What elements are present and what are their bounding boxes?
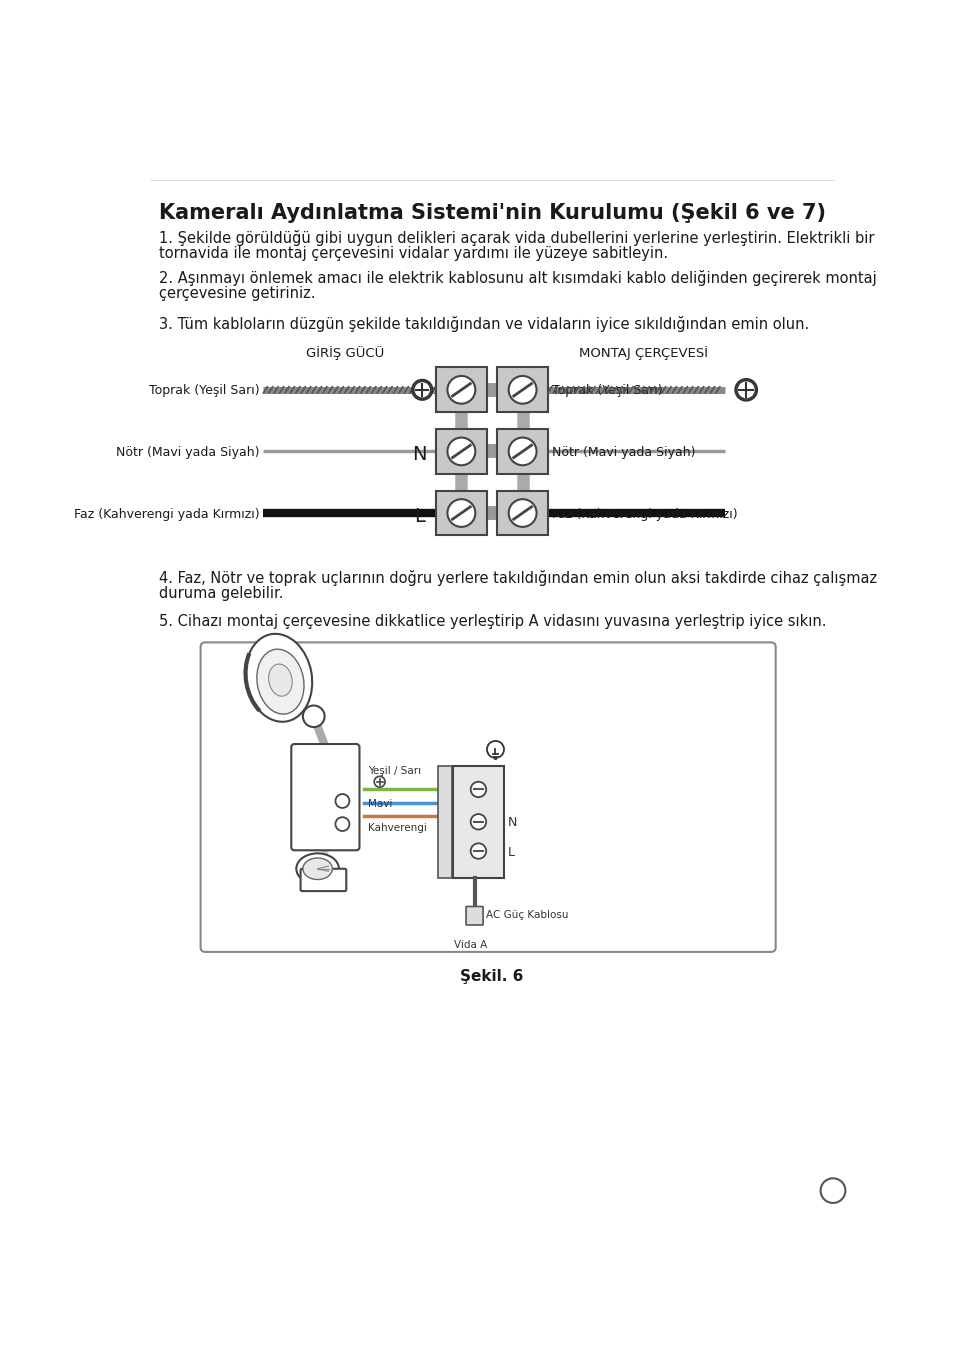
Ellipse shape bbox=[269, 665, 292, 696]
Text: GİRİŞ GÜCÜ: GİRİŞ GÜCÜ bbox=[305, 346, 384, 360]
Text: N: N bbox=[508, 816, 516, 829]
Circle shape bbox=[509, 498, 537, 527]
Ellipse shape bbox=[297, 854, 339, 884]
FancyBboxPatch shape bbox=[497, 490, 548, 535]
Text: Toprak (Yeşil Sarı): Toprak (Yeşil Sarı) bbox=[552, 384, 662, 398]
Circle shape bbox=[487, 741, 504, 757]
Text: Yeşil / Sarı: Yeşil / Sarı bbox=[368, 767, 421, 776]
FancyBboxPatch shape bbox=[466, 907, 483, 925]
Text: Nötr (Mavi yada Siyah): Nötr (Mavi yada Siyah) bbox=[116, 445, 259, 459]
FancyBboxPatch shape bbox=[436, 368, 487, 413]
Ellipse shape bbox=[303, 858, 332, 880]
Circle shape bbox=[447, 376, 475, 403]
FancyBboxPatch shape bbox=[497, 368, 548, 413]
Text: L: L bbox=[508, 846, 515, 858]
FancyBboxPatch shape bbox=[436, 490, 487, 535]
Ellipse shape bbox=[246, 633, 312, 722]
Ellipse shape bbox=[257, 650, 304, 714]
Text: MONTAJ ÇERÇEVESİ: MONTAJ ÇERÇEVESİ bbox=[579, 346, 708, 360]
Text: Şekil. 6: Şekil. 6 bbox=[460, 968, 524, 983]
Circle shape bbox=[509, 437, 537, 466]
FancyBboxPatch shape bbox=[291, 744, 359, 850]
FancyBboxPatch shape bbox=[438, 767, 452, 878]
Text: AC Güç Kablosu: AC Güç Kablosu bbox=[486, 910, 568, 921]
Text: çerçevesine getiriniz.: çerçevesine getiriniz. bbox=[158, 286, 315, 301]
Text: Faz (Kahverengi yada Kırmızı): Faz (Kahverengi yada Kırmızı) bbox=[552, 508, 737, 520]
FancyBboxPatch shape bbox=[300, 869, 347, 891]
Text: tornavida ile montaj çerçevesini vidalar yardımı ile yüzeye sabitleyin.: tornavida ile montaj çerçevesini vidalar… bbox=[158, 245, 668, 262]
FancyBboxPatch shape bbox=[201, 643, 776, 952]
Text: 4. Faz, Nötr ve toprak uçlarının doğru yerlere takıldığından emin olun aksi takd: 4. Faz, Nötr ve toprak uçlarının doğru y… bbox=[158, 571, 876, 586]
Circle shape bbox=[470, 843, 486, 859]
Text: Toprak (Yeşil Sarı): Toprak (Yeşil Sarı) bbox=[149, 384, 259, 398]
Circle shape bbox=[470, 814, 486, 829]
Text: O: O bbox=[339, 797, 347, 808]
Circle shape bbox=[447, 437, 475, 466]
Text: Nötr (Mavi yada Siyah): Nötr (Mavi yada Siyah) bbox=[552, 445, 695, 459]
Text: 3. Tüm kabloların düzgün şekilde takıldığından ve vidaların iyice sıkıldığından : 3. Tüm kabloların düzgün şekilde takıldı… bbox=[158, 316, 809, 332]
Circle shape bbox=[735, 379, 757, 400]
Circle shape bbox=[303, 706, 324, 727]
Circle shape bbox=[335, 794, 349, 808]
Circle shape bbox=[821, 1178, 846, 1203]
FancyBboxPatch shape bbox=[453, 767, 504, 878]
FancyBboxPatch shape bbox=[497, 429, 548, 474]
Circle shape bbox=[470, 782, 486, 797]
Circle shape bbox=[412, 380, 432, 400]
Text: 5. Cihazı montaj çerçevesine dikkatlice yerleştirip A vidasını yuvasına yerleştr: 5. Cihazı montaj çerçevesine dikkatlice … bbox=[158, 614, 827, 629]
Text: duruma gelebilir.: duruma gelebilir. bbox=[158, 586, 283, 601]
Text: 2. Aşınmayı önlemek amacı ile elektrik kablosunu alt kısımdaki kablo deliğinden : 2. Aşınmayı önlemek amacı ile elektrik k… bbox=[158, 270, 876, 286]
Circle shape bbox=[335, 817, 349, 831]
Text: Vida A: Vida A bbox=[454, 940, 488, 949]
Text: N: N bbox=[412, 445, 426, 464]
Circle shape bbox=[447, 498, 475, 527]
FancyBboxPatch shape bbox=[436, 429, 487, 474]
Text: O: O bbox=[339, 820, 347, 831]
Text: 1. Şekilde görüldüğü gibi uygun delikleri açarak vida dubellerini yerlerine yerl: 1. Şekilde görüldüğü gibi uygun delikler… bbox=[158, 230, 875, 245]
Text: Kahverengi: Kahverengi bbox=[368, 823, 427, 832]
Circle shape bbox=[374, 776, 385, 787]
Text: Mavi: Mavi bbox=[368, 799, 393, 809]
Text: L: L bbox=[414, 507, 424, 526]
Circle shape bbox=[509, 376, 537, 403]
Text: 5: 5 bbox=[828, 1184, 838, 1199]
Text: Faz (Kahverengi yada Kırmızı): Faz (Kahverengi yada Kırmızı) bbox=[74, 508, 259, 520]
Text: Kameralı Aydınlatma Sistemi'nin Kurulumu (Şekil 6 ve 7): Kameralı Aydınlatma Sistemi'nin Kurulumu… bbox=[158, 203, 826, 223]
